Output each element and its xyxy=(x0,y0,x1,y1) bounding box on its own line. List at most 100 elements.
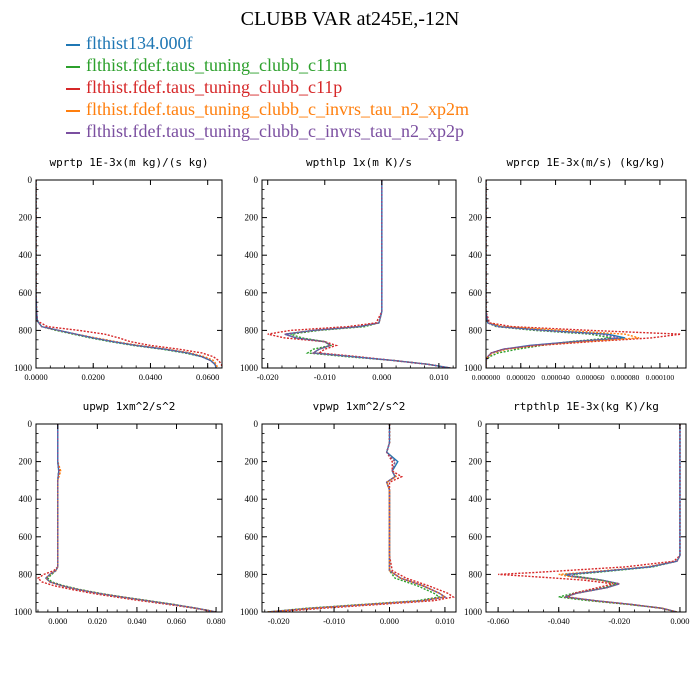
upwp-y-tick-label: 0 xyxy=(28,419,33,429)
upwp-y-tick-label: 800 xyxy=(19,569,33,579)
upwp-y-tick-label: 600 xyxy=(19,532,33,542)
wprtp-y-tick-label: 200 xyxy=(19,213,33,223)
wprcp-panel: wprcp 1E-3x(m/s) (kg/kg) 0 200 400 600 800 100… xyxy=(464,156,687,382)
rtpthlp-y-tick-label: 1000 xyxy=(464,607,483,617)
legend-label: flthist.fdef.taus_tuning_clubb_c11m xyxy=(86,55,348,75)
rtpthlp-series-line xyxy=(564,424,681,612)
rtpthlp-series-line xyxy=(564,424,681,612)
wprtp-y-tick-label: 0 xyxy=(28,175,33,185)
wprtp-y-tick-label: 400 xyxy=(19,250,33,260)
upwp-x-tick-label: 0.020 xyxy=(88,616,107,626)
rtpthlp-x-tick-label: 0.000 xyxy=(670,616,689,626)
legend-label: flthist.fdef.taus_tuning_clubb_c11p xyxy=(86,77,343,97)
wprtp-y-tick-label: 800 xyxy=(19,325,33,335)
wpthlp-y-tick-label: 400 xyxy=(245,250,259,260)
rtpthlp-series-line xyxy=(498,424,681,612)
legend-swatch xyxy=(66,109,80,112)
wprtp-x-tick-label: 0.0000 xyxy=(24,372,47,382)
upwp-title: upwp 1xm^2/s^2 xyxy=(83,400,176,413)
upwp-x-tick-label: 0.060 xyxy=(167,616,186,626)
wprcp-title: wprcp 1E-3x(m/s) (kg/kg) xyxy=(507,156,666,169)
wprcp-y-tick-label: 0 xyxy=(478,175,483,185)
wpthlp-title: wpthlp 1x(m K)/s xyxy=(306,156,412,169)
rtpthlp-y-tick-label: 0 xyxy=(478,419,483,429)
wpthlp-x-tick-label: -0.020 xyxy=(257,372,279,382)
wprcp-x-tick-label: 0.000080 xyxy=(611,373,640,382)
wprtp-series-line xyxy=(36,180,222,368)
upwp-axes-frame xyxy=(35,423,223,613)
wprcp-x-tick-label: 0.000060 xyxy=(576,373,605,382)
vpwp-y-tick-label: 800 xyxy=(245,569,259,579)
vpwp-series-line xyxy=(267,424,447,612)
wprcp-x-tick-label: 0.000020 xyxy=(507,373,536,382)
vpwp-title: vpwp 1xm^2/s^2 xyxy=(313,400,406,413)
wpthlp-y-tick-label: 800 xyxy=(245,325,259,335)
vpwp-x-tick-label: -0.010 xyxy=(323,616,345,626)
vpwp-y-tick-label: 1000 xyxy=(240,607,259,617)
rtpthlp-panel: rtpthlp 1E-3x(kg K)/kg02004006008001000-… xyxy=(464,400,690,626)
wprtp-title: wprtp 1E-3x(m kg)/(s kg) xyxy=(50,156,209,169)
wprcp-y-tick-label: 600 xyxy=(469,288,483,298)
vpwp-series-line xyxy=(267,424,442,612)
rtpthlp-y-tick-label: 400 xyxy=(469,494,483,504)
vpwp-x-tick-label: 0.010 xyxy=(435,616,454,626)
legend-item: flthist134.000f xyxy=(66,32,469,54)
wpthlp-series-line xyxy=(290,180,451,368)
vpwp-x-tick-label: 0.000 xyxy=(380,616,399,626)
vpwp-y-tick-label: 400 xyxy=(245,494,259,504)
wprtp-axes-frame xyxy=(35,179,223,369)
upwp-series-line xyxy=(44,424,217,612)
wpthlp-panel: wpthlp 1x(m K)/s 0 200 400 600 800 1000-0.020 -… xyxy=(240,156,457,382)
legend-swatch xyxy=(66,65,80,68)
legend-label: flthist.fdef.taus_tuning_clubb_c_invrs_t… xyxy=(86,121,464,141)
upwp-x-tick-label: 0.080 xyxy=(207,616,226,626)
figure-title: CLUBB VAR at245E,-12N xyxy=(240,8,460,30)
rtpthlp-x-tick-label: -0.060 xyxy=(487,616,509,626)
legend-label: flthist134.000f xyxy=(86,33,193,53)
wpthlp-series-line xyxy=(284,180,451,368)
wprtp-series-line xyxy=(36,180,219,368)
legend-swatch xyxy=(66,87,80,90)
wprcp-series-line xyxy=(486,180,619,368)
wpthlp-x-tick-label: 0.000 xyxy=(372,372,391,382)
wprcp-y-tick-label: 800 xyxy=(469,325,483,335)
vpwp-y-tick-label: 600 xyxy=(245,532,259,542)
legend-label: flthist.fdef.taus_tuning_clubb_c_invrs_t… xyxy=(86,99,469,119)
wpthlp-x-tick-label: -0.010 xyxy=(314,372,336,382)
upwp-series-line xyxy=(46,424,217,612)
legend-item: flthist.fdef.taus_tuning_clubb_c11p xyxy=(66,76,469,98)
rtpthlp-y-tick-label: 600 xyxy=(469,532,483,542)
legend-swatch xyxy=(66,131,80,134)
upwp-x-tick-label: 0.000 xyxy=(48,616,67,626)
upwp-series-line xyxy=(44,424,217,612)
rtpthlp-y-tick-label: 200 xyxy=(469,457,483,467)
vpwp-panel: vpwp 1xm^2/s^2 0 200 400 600 800 1000 -0.020 -0.… xyxy=(240,400,457,626)
wprcp-y-tick-label: 400 xyxy=(469,250,483,260)
wpthlp-series-line xyxy=(267,180,451,368)
wpthlp-x-tick-label: 0.010 xyxy=(429,372,448,382)
wpthlp-y-tick-label: 600 xyxy=(245,288,259,298)
wprtp-y-tick-label: 1000 xyxy=(14,363,33,373)
vpwp-y-tick-label: 0 xyxy=(254,419,259,429)
wprcp-x-tick-label: 0.000000 xyxy=(472,373,501,382)
rtpthlp-x-tick-label: -0.040 xyxy=(548,616,570,626)
wpthlp-series-line xyxy=(284,180,451,368)
wprcp-y-tick-label: 1000 xyxy=(464,363,483,373)
wprcp-series-line xyxy=(486,180,640,368)
vpwp-x-tick-label: -0.020 xyxy=(268,616,290,626)
upwp-y-tick-label: 1000 xyxy=(14,607,33,617)
upwp-series-line xyxy=(36,424,217,612)
upwp-x-tick-label: 0.040 xyxy=(127,616,146,626)
wprcp-x-tick-label: 0.000100 xyxy=(646,373,675,382)
upwp-y-tick-label: 200 xyxy=(19,457,33,467)
vpwp-y-tick-label: 200 xyxy=(245,457,259,467)
legend: flthist134.000f flthist.fdef.taus_tuning… xyxy=(66,32,469,142)
upwp-panel: upwp 1xm^2/s^2 0 200 400 600 800 1000 0.000 0.02… xyxy=(14,400,226,626)
upwp-y-tick-label: 400 xyxy=(19,494,33,504)
wpthlp-y-tick-label: 200 xyxy=(245,213,259,223)
vpwp-series-line xyxy=(273,424,456,612)
wprcp-y-tick-label: 200 xyxy=(469,213,483,223)
legend-item: flthist.fdef.taus_tuning_clubb_c_invrs_t… xyxy=(66,98,469,120)
wprcp-x-tick-label: 0.000040 xyxy=(541,373,570,382)
